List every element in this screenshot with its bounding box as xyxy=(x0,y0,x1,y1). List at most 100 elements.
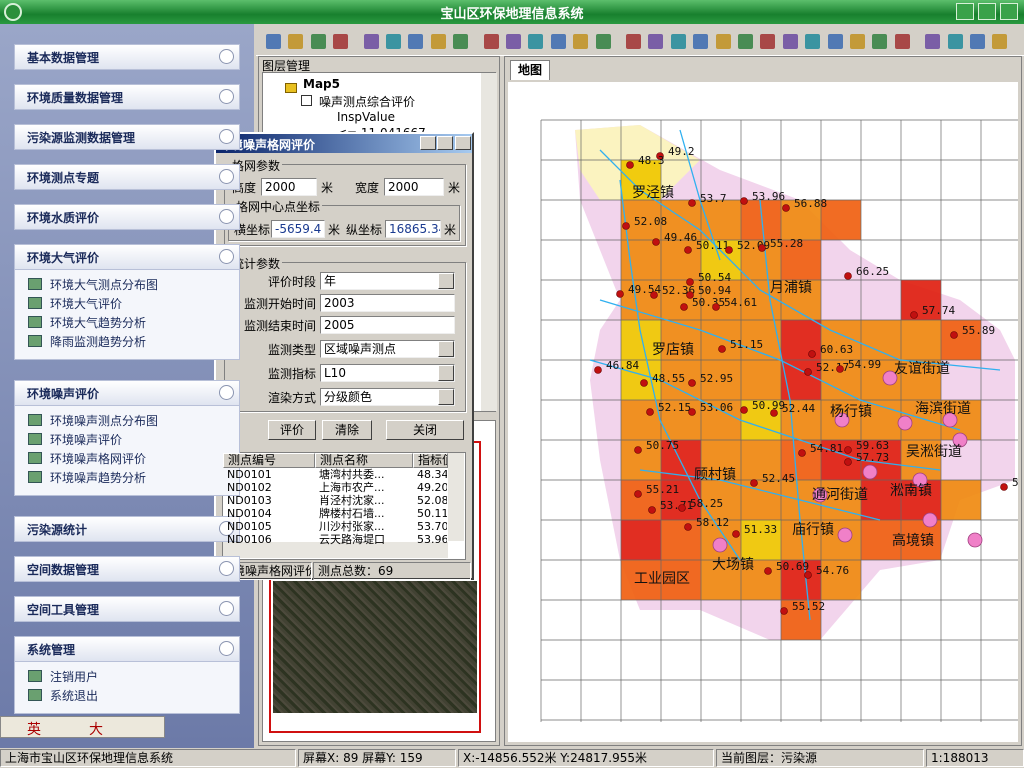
toolbar-button[interactable] xyxy=(850,34,865,49)
toolbar-button[interactable] xyxy=(453,34,469,49)
menu-header[interactable] xyxy=(14,556,240,582)
table-hscroll[interactable] xyxy=(223,542,448,558)
dropdown-arrow[interactable] xyxy=(438,389,454,405)
toolbar-button[interactable] xyxy=(528,34,544,49)
x-input[interactable]: -5659.4 xyxy=(271,220,325,238)
menu-item[interactable]: 注销用户 xyxy=(50,670,99,684)
table-header[interactable]: 指标值 xyxy=(413,453,448,468)
toolbar-button[interactable] xyxy=(408,34,424,49)
text-input[interactable]: 2003 xyxy=(320,294,455,312)
dropdown-arrow[interactable] xyxy=(438,273,454,289)
menu-header[interactable] xyxy=(14,244,240,270)
collapse-button[interactable] xyxy=(219,601,234,616)
toolbar-button[interactable] xyxy=(573,34,589,49)
height-input[interactable]: 2000 xyxy=(261,178,317,196)
dialog-button[interactable]: 评价 xyxy=(268,420,316,440)
collapse-button[interactable] xyxy=(219,385,234,400)
menu-header[interactable] xyxy=(14,596,240,622)
layer-node[interactable]: 噪声测点综合评价 xyxy=(319,95,416,109)
text-input[interactable]: 2005 xyxy=(320,316,455,334)
dialog-button[interactable]: 关闭 xyxy=(386,420,464,440)
menu-item[interactable]: 降雨监测趋势分析 xyxy=(50,335,147,349)
restore-button[interactable] xyxy=(978,3,996,20)
table-header[interactable]: 测点编号 xyxy=(223,453,315,468)
menu-item[interactable]: 环境大气测点分布图 xyxy=(50,278,159,292)
menu-header[interactable] xyxy=(14,84,240,110)
menu-header[interactable] xyxy=(14,44,240,70)
collapse-button[interactable] xyxy=(219,641,234,656)
menu-header[interactable] xyxy=(14,380,240,406)
y-input[interactable]: 16865.34 xyxy=(385,220,441,238)
dropdown-arrow[interactable] xyxy=(438,365,454,381)
ime-mode[interactable]: 英 xyxy=(27,722,41,738)
menu-header[interactable] xyxy=(14,204,240,230)
toolbar-button[interactable] xyxy=(266,34,281,49)
collapse-button[interactable] xyxy=(219,521,234,536)
toolbar-button[interactable] xyxy=(947,34,963,49)
menu-item[interactable]: 环境噪声评价 xyxy=(50,433,123,447)
menu-header[interactable] xyxy=(14,164,240,190)
dropdown[interactable]: L10 xyxy=(320,364,455,382)
toolbar-button[interactable] xyxy=(715,34,731,49)
toolbar-button[interactable] xyxy=(805,34,821,49)
collapse-button[interactable] xyxy=(219,129,234,144)
toolbar-button[interactable] xyxy=(550,34,566,49)
menu-header[interactable] xyxy=(14,516,240,542)
scrollbar[interactable] xyxy=(481,73,497,411)
toolbar-button[interactable] xyxy=(626,34,641,49)
menu-item[interactable]: 系统退出 xyxy=(50,689,99,703)
collapse-button[interactable] xyxy=(219,89,234,104)
toolbar-button[interactable] xyxy=(483,34,499,49)
toolbar-button[interactable] xyxy=(894,34,910,49)
toolbar-button[interactable] xyxy=(386,34,401,49)
toolbar-button[interactable] xyxy=(310,34,326,49)
menu-item[interactable]: 环境大气评价 xyxy=(50,297,123,311)
layer-checkbox[interactable] xyxy=(301,95,312,106)
dropdown[interactable]: 年 xyxy=(320,272,455,290)
close-button[interactable] xyxy=(1000,3,1018,20)
dialog-close[interactable] xyxy=(455,136,471,150)
toolbar-button[interactable] xyxy=(782,34,798,49)
table-cell: 48.34 xyxy=(417,468,447,481)
toolbar-button[interactable] xyxy=(970,34,985,49)
toolbar-button[interactable] xyxy=(670,34,686,49)
toolbar-button[interactable] xyxy=(506,34,521,49)
toolbar-button[interactable] xyxy=(595,34,611,49)
dropdown[interactable]: 分级颜色 xyxy=(320,388,455,406)
menu-header[interactable] xyxy=(14,124,240,150)
menu-item[interactable]: 环境噪声格网评价 xyxy=(50,452,147,466)
toolbar-button[interactable] xyxy=(925,34,941,49)
dialog-maximize[interactable] xyxy=(437,136,453,150)
collapse-button[interactable] xyxy=(219,561,234,576)
toolbar-button[interactable] xyxy=(738,34,753,49)
toolbar-button[interactable] xyxy=(827,34,843,49)
collapse-button[interactable] xyxy=(219,209,234,224)
map-node[interactable]: Map5 xyxy=(303,77,340,91)
toolbar-button[interactable] xyxy=(992,34,1008,49)
toolbar-button[interactable] xyxy=(363,34,379,49)
dialog-minimize[interactable] xyxy=(420,136,436,150)
collapse-button[interactable] xyxy=(219,249,234,264)
width-input[interactable]: 2000 xyxy=(384,178,444,196)
ime-width[interactable]: 大 xyxy=(89,722,103,738)
toolbar-button[interactable] xyxy=(693,34,709,49)
menu-item[interactable]: 环境噪声趋势分析 xyxy=(50,471,147,485)
menu-item[interactable]: 环境噪声测点分布图 xyxy=(50,414,159,428)
dialog-button[interactable]: 清除 xyxy=(322,420,372,440)
menu-header[interactable] xyxy=(14,636,240,662)
toolbar-button[interactable] xyxy=(648,34,664,49)
dropdown[interactable]: 区域噪声测点 xyxy=(320,340,455,358)
collapse-button[interactable] xyxy=(219,49,234,64)
dropdown-arrow[interactable] xyxy=(438,341,454,357)
collapse-button[interactable] xyxy=(219,169,234,184)
toolbar-button[interactable] xyxy=(872,34,888,49)
toolbar-button[interactable] xyxy=(288,34,304,49)
minimize-button[interactable] xyxy=(956,3,974,20)
toolbar-button[interactable] xyxy=(430,34,446,49)
table-vscroll[interactable] xyxy=(448,453,464,541)
toolbar-button[interactable] xyxy=(760,34,776,49)
map-tab[interactable]: 地图 xyxy=(510,60,550,80)
table-header[interactable]: 测点名称 xyxy=(315,453,413,468)
toolbar-button[interactable] xyxy=(333,34,349,49)
menu-item[interactable]: 环境大气趋势分析 xyxy=(50,316,147,330)
